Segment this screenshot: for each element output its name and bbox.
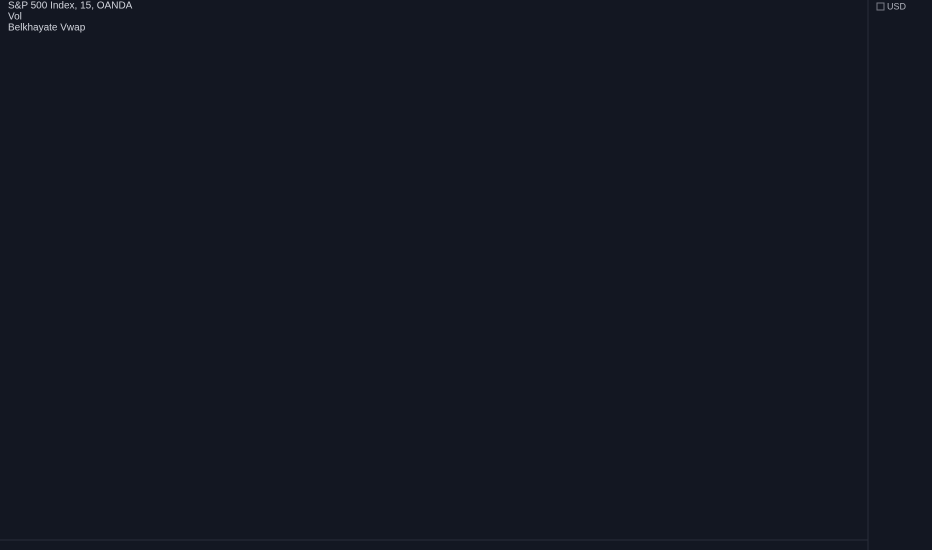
currency-icon[interactable] [876, 2, 885, 11]
indicator-label: Belkhayate Vwap [8, 23, 86, 34]
symbol-title: S&P 500 Index, 15, OANDA [8, 1, 133, 12]
currency-label[interactable]: USD [887, 1, 907, 11]
indicator-label: Vol [8, 12, 22, 23]
